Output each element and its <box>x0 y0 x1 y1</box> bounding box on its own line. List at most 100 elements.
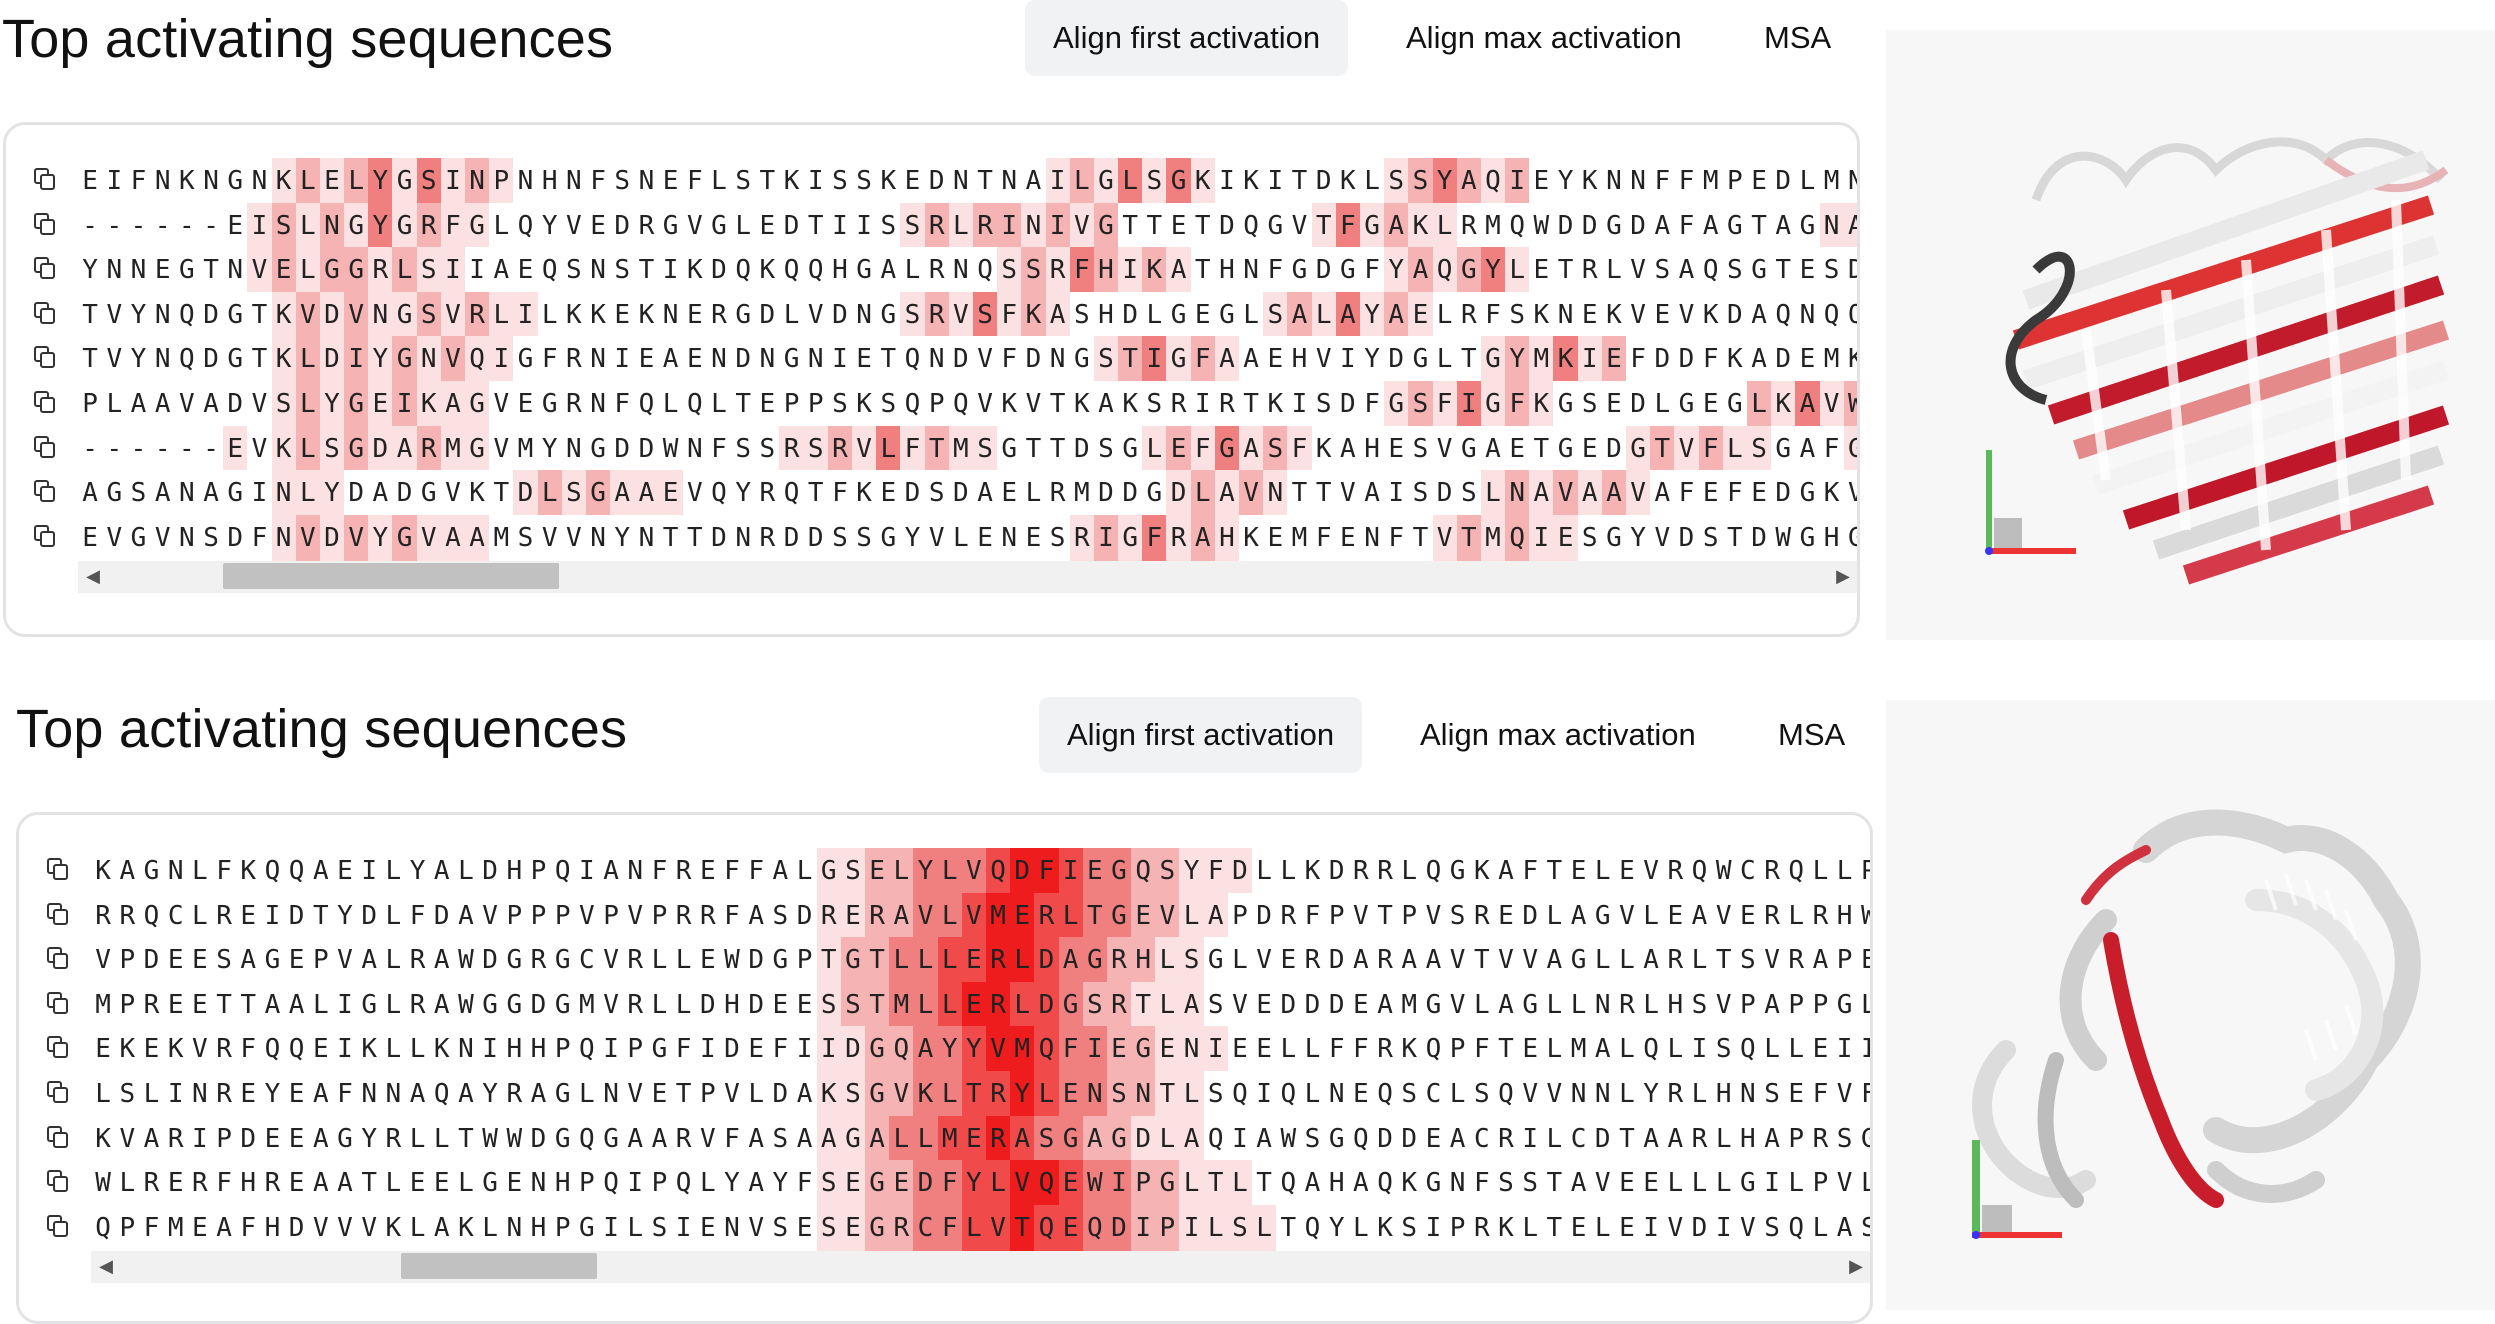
residue: F <box>1518 848 1543 894</box>
copy-icon[interactable] <box>34 524 56 547</box>
chevron-left-icon[interactable]: ◀ <box>86 566 100 586</box>
residue: F <box>405 892 430 939</box>
copy-icon[interactable] <box>47 1036 69 1059</box>
copy-icon[interactable] <box>47 1214 69 1237</box>
residue: T <box>1746 202 1772 249</box>
residue: R <box>139 981 164 1028</box>
residue: S <box>1179 937 1204 984</box>
copy-icon[interactable] <box>47 902 69 925</box>
residue: Q <box>1843 291 1857 338</box>
residue: S <box>1155 848 1180 894</box>
protein-structure-viewer-2[interactable] <box>1886 700 2495 1310</box>
protein-structure-viewer-1[interactable] <box>1886 30 2495 640</box>
horizontal-scrollbar[interactable]: ◀ ▶ <box>91 1249 1870 1283</box>
copy-icon[interactable] <box>34 346 56 369</box>
residue: K <box>271 291 296 338</box>
copy-icon[interactable] <box>47 991 69 1014</box>
residue: G <box>658 202 683 249</box>
residue: F <box>1190 425 1215 472</box>
residue: A <box>1239 336 1264 383</box>
residue: R <box>1663 1071 1688 1118</box>
copy-icon[interactable] <box>47 947 69 970</box>
copy-icon[interactable] <box>34 391 56 414</box>
residue: V <box>295 291 320 338</box>
residue: V <box>598 937 624 984</box>
residue: D <box>1771 158 1796 204</box>
scrollbar-thumb[interactable] <box>223 563 559 589</box>
residue: G <box>1843 514 1857 561</box>
residue: A <box>429 1204 454 1251</box>
residue: E <box>682 291 707 338</box>
residue: E <box>139 1026 164 1073</box>
msa-button[interactable]: MSA <box>1764 20 1832 55</box>
residue: E <box>1735 892 1760 939</box>
residue: A <box>308 848 333 894</box>
chevron-left-icon[interactable]: ◀ <box>99 1256 113 1276</box>
copy-icon[interactable] <box>47 1125 69 1148</box>
copy-icon[interactable] <box>47 1170 69 1193</box>
copy-icon[interactable] <box>34 257 56 280</box>
residue: I <box>623 1160 648 1207</box>
residue: I <box>1263 158 1288 204</box>
copy-icon[interactable] <box>34 168 56 190</box>
copy-icon[interactable] <box>47 858 69 880</box>
align-max-activation-button[interactable]: Align max activation <box>1406 20 1682 55</box>
residue: I <box>440 158 465 204</box>
chevron-right-icon[interactable]: ▶ <box>1836 566 1850 586</box>
copy-icon[interactable] <box>34 480 56 503</box>
residue: D <box>706 247 732 294</box>
residue: L <box>453 1160 478 1207</box>
residue: G <box>1166 158 1191 204</box>
residue: P <box>115 937 140 984</box>
residue: K <box>465 470 490 517</box>
residue: D <box>368 425 393 472</box>
residue: A <box>1179 1115 1204 1162</box>
residue: T <box>211 981 237 1028</box>
residue: R <box>139 1160 164 1207</box>
residue: S <box>827 514 852 561</box>
residue: R <box>671 1115 696 1162</box>
residue: T <box>972 158 998 204</box>
residue: G <box>865 1071 890 1118</box>
residue: Q <box>972 247 998 294</box>
align-first-activation-button[interactable]: Align first activation <box>1025 0 1349 76</box>
residue: N <box>198 158 224 204</box>
residue: G <box>344 202 369 249</box>
scrollbar-thumb[interactable] <box>401 1253 597 1279</box>
residue: Q <box>598 1160 624 1207</box>
residue: Y <box>368 514 393 561</box>
residue: A <box>1577 470 1602 517</box>
residue: K <box>913 1071 938 1118</box>
residue: S <box>1759 1071 1785 1118</box>
copy-icon[interactable] <box>34 435 56 458</box>
residue: K <box>1698 291 1723 338</box>
residue: F <box>1469 1026 1494 1073</box>
residue: A <box>1808 937 1833 984</box>
residue: K <box>779 158 804 204</box>
residue: T <box>1542 1204 1567 1251</box>
chevron-right-icon[interactable]: ▶ <box>1849 1256 1863 1276</box>
residue: A <box>876 247 901 294</box>
msa-button[interactable]: MSA <box>1778 717 1846 752</box>
residue: M <box>1397 981 1422 1028</box>
residue: T <box>1082 892 1107 939</box>
align-first-activation-button[interactable]: Align first activation <box>1039 697 1363 773</box>
residue: F <box>744 848 769 894</box>
residue: L <box>1252 1204 1277 1251</box>
residue: K <box>1577 158 1602 204</box>
residue: I <box>102 158 127 204</box>
residue: L <box>1542 892 1567 939</box>
residue: M <box>985 892 1011 939</box>
residue: E <box>187 1204 212 1251</box>
residue: G <box>550 1115 575 1162</box>
copy-icon[interactable] <box>47 1081 69 1104</box>
residue: Q <box>889 1026 914 1073</box>
align-max-activation-button[interactable]: Align max activation <box>1420 717 1696 752</box>
copy-icon[interactable] <box>34 301 56 324</box>
copy-icon[interactable] <box>34 212 56 235</box>
horizontal-scrollbar[interactable]: ◀ ▶ <box>78 559 1857 593</box>
residue: P <box>1131 1160 1156 1207</box>
residue: C <box>1469 1115 1494 1162</box>
residue: P <box>1324 892 1349 939</box>
